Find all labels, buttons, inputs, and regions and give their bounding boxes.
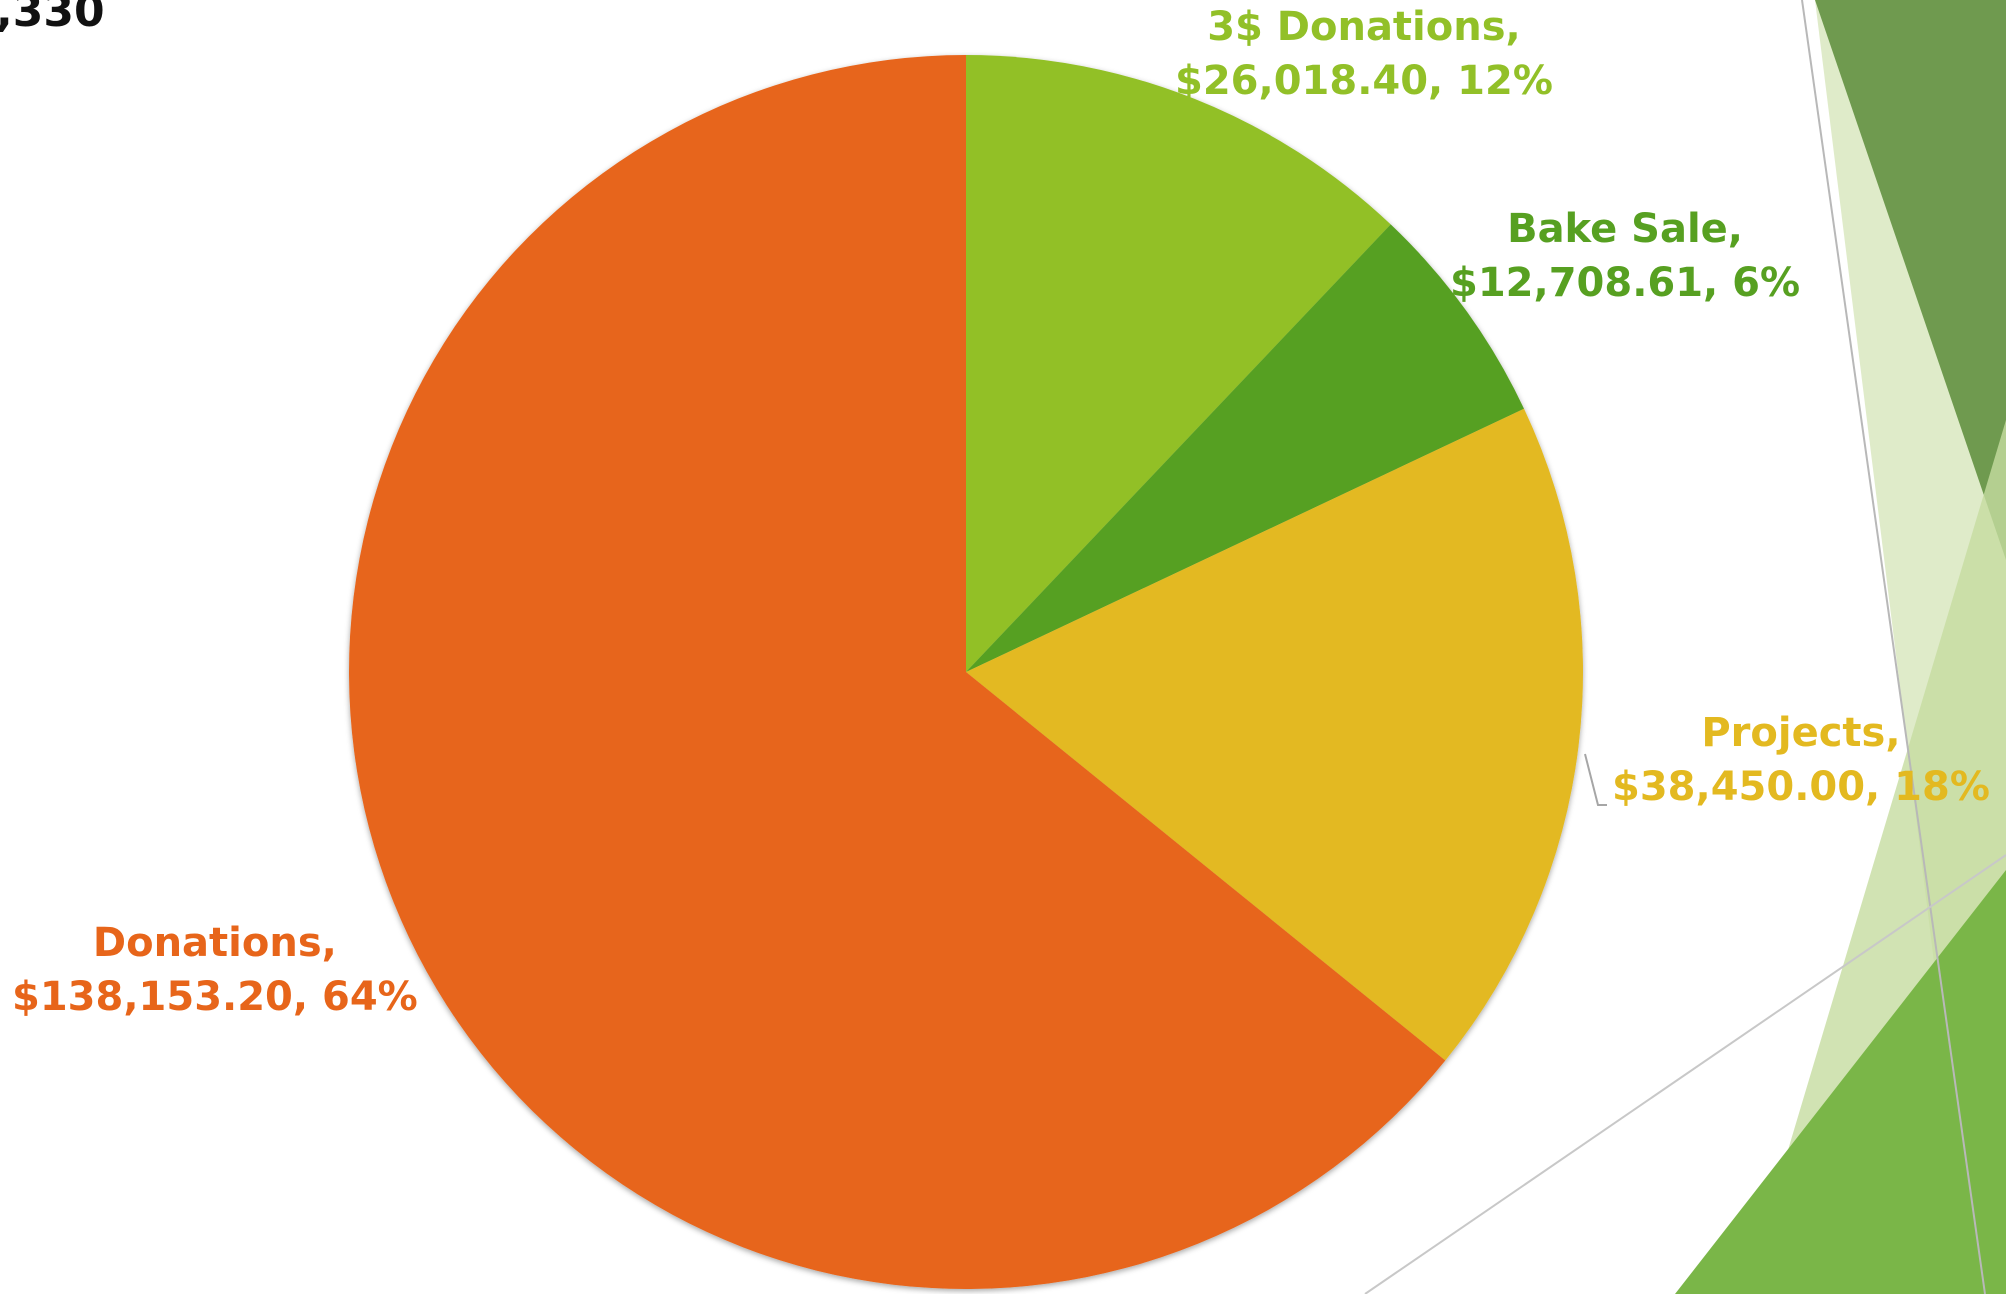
data-label-category: 3$ Donations,: [1207, 4, 1521, 50]
pie-slice-3-donations: [966, 55, 1391, 672]
data-label-category: Donations,: [92, 920, 337, 966]
data-label-projects: Projects, $38,450.00, 18%: [1612, 706, 1990, 814]
data-label-donations: Donations, $138,153.20, 64%: [12, 916, 418, 1024]
data-label-value: $12,708.61, 6%: [1450, 260, 1801, 306]
data-label-value: $138,153.20, 64%: [12, 974, 418, 1020]
slide-corner-text: ,330: [0, 0, 105, 37]
decor-thin-line: [1801, 0, 1986, 1294]
decor-green-triangle: [1675, 870, 2006, 1294]
pie-slice-donations: [349, 55, 1446, 1289]
data-label-3-donations: 3$ Donations, $26,018.40, 12%: [1175, 0, 1553, 108]
decor-thin-line: [1364, 854, 2006, 1294]
data-label-value: $38,450.00, 18%: [1612, 764, 1990, 810]
pie-slice-projects: [966, 408, 1583, 1061]
leader-line-projects: [1584, 753, 1607, 806]
pie-slice-bake-sale: [966, 224, 1525, 673]
data-label-bake-sale: Bake Sale, $12,708.61, 6%: [1450, 202, 1800, 310]
data-label-category: Bake Sale,: [1507, 206, 1743, 252]
data-label-value: $26,018.40, 12%: [1175, 58, 1553, 104]
data-label-category: Projects,: [1701, 710, 1901, 756]
decor-dark-triangle: [1815, 0, 2006, 560]
